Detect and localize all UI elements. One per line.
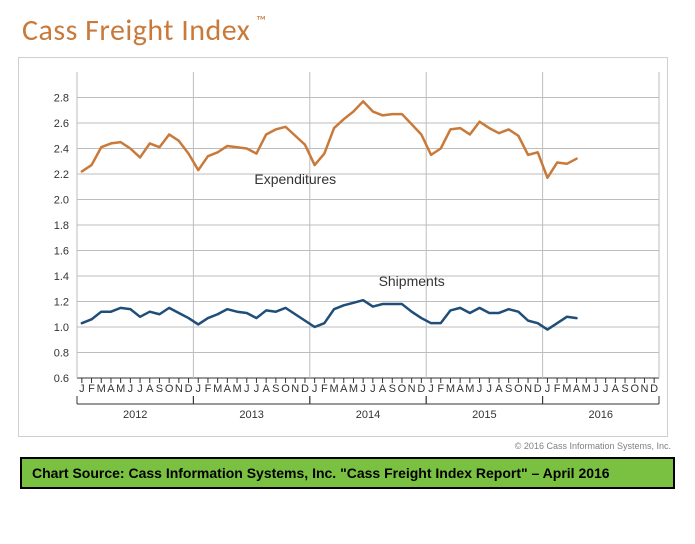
svg-text:D: D	[534, 383, 542, 395]
svg-text:2016: 2016	[589, 409, 613, 421]
svg-text:M: M	[562, 383, 571, 395]
svg-text:F: F	[321, 383, 328, 395]
svg-text:D: D	[185, 383, 193, 395]
svg-text:S: S	[505, 383, 512, 395]
svg-text:M: M	[116, 383, 125, 395]
svg-text:A: A	[573, 383, 581, 395]
svg-text:O: O	[165, 383, 174, 395]
svg-text:Expenditures: Expenditures	[254, 171, 336, 187]
svg-text:A: A	[146, 383, 154, 395]
chart-frame: 0.60.81.01.21.41.61.82.02.22.42.62.8JFMA…	[18, 57, 668, 437]
svg-text:J: J	[244, 383, 250, 395]
svg-text:M: M	[349, 383, 358, 395]
svg-text:S: S	[156, 383, 163, 395]
svg-text:J: J	[196, 383, 202, 395]
svg-text:J: J	[593, 383, 599, 395]
svg-text:J: J	[128, 383, 134, 395]
copyright-text: © 2016 Cass Information Systems, Inc.	[18, 441, 671, 451]
svg-text:M: M	[232, 383, 241, 395]
svg-text:M: M	[329, 383, 338, 395]
svg-text:F: F	[88, 383, 95, 395]
svg-text:2.0: 2.0	[54, 195, 69, 207]
svg-text:M: M	[446, 383, 455, 395]
svg-text:A: A	[262, 383, 270, 395]
svg-text:A: A	[379, 383, 387, 395]
svg-text:M: M	[97, 383, 106, 395]
svg-text:J: J	[487, 383, 493, 395]
title-text: Cass Freight Index	[22, 12, 250, 49]
svg-text:S: S	[621, 383, 628, 395]
svg-text:J: J	[360, 383, 366, 395]
svg-text:N: N	[175, 383, 183, 395]
svg-text:1.8: 1.8	[54, 220, 69, 232]
svg-text:F: F	[437, 383, 444, 395]
svg-text:J: J	[477, 383, 483, 395]
svg-text:J: J	[603, 383, 609, 395]
svg-text:Shipments: Shipments	[379, 273, 445, 289]
chart-source-bar: Chart Source: Cass Information Systems, …	[20, 457, 675, 489]
svg-text:O: O	[398, 383, 407, 395]
svg-text:A: A	[107, 383, 115, 395]
svg-text:1.0: 1.0	[54, 322, 69, 334]
svg-text:A: A	[224, 383, 232, 395]
svg-text:F: F	[205, 383, 212, 395]
svg-text:2012: 2012	[123, 409, 147, 421]
svg-text:D: D	[650, 383, 658, 395]
line-chart: 0.60.81.01.21.41.61.82.02.22.42.62.8JFMA…	[19, 58, 669, 438]
svg-text:0.8: 0.8	[54, 348, 69, 360]
svg-text:N: N	[408, 383, 416, 395]
svg-text:J: J	[545, 383, 551, 395]
svg-text:S: S	[272, 383, 279, 395]
trademark: ™	[256, 12, 266, 29]
svg-text:S: S	[389, 383, 396, 395]
svg-text:O: O	[514, 383, 523, 395]
svg-text:2.8: 2.8	[54, 93, 69, 105]
svg-text:D: D	[301, 383, 309, 395]
svg-text:2015: 2015	[472, 409, 496, 421]
svg-text:J: J	[428, 383, 434, 395]
svg-text:1.2: 1.2	[54, 297, 69, 309]
svg-text:N: N	[640, 383, 648, 395]
svg-text:N: N	[291, 383, 299, 395]
svg-text:2.6: 2.6	[54, 118, 69, 130]
svg-text:O: O	[281, 383, 290, 395]
svg-text:J: J	[254, 383, 260, 395]
svg-text:2.2: 2.2	[54, 169, 69, 181]
svg-text:J: J	[312, 383, 318, 395]
svg-text:A: A	[612, 383, 620, 395]
svg-text:O: O	[630, 383, 639, 395]
svg-text:A: A	[495, 383, 503, 395]
svg-text:0.6: 0.6	[54, 373, 69, 385]
svg-text:2014: 2014	[356, 409, 380, 421]
svg-text:F: F	[554, 383, 561, 395]
chart-title: Cass Freight Index ™	[22, 12, 677, 49]
svg-text:N: N	[524, 383, 532, 395]
svg-text:M: M	[582, 383, 591, 395]
svg-text:2.4: 2.4	[54, 144, 69, 156]
svg-text:M: M	[213, 383, 222, 395]
svg-text:J: J	[370, 383, 376, 395]
svg-text:J: J	[79, 383, 85, 395]
svg-text:M: M	[465, 383, 474, 395]
svg-text:1.4: 1.4	[54, 271, 69, 283]
svg-text:2013: 2013	[239, 409, 263, 421]
svg-text:D: D	[417, 383, 425, 395]
svg-text:A: A	[456, 383, 464, 395]
svg-text:1.6: 1.6	[54, 246, 69, 258]
svg-text:A: A	[340, 383, 348, 395]
svg-text:J: J	[137, 383, 143, 395]
